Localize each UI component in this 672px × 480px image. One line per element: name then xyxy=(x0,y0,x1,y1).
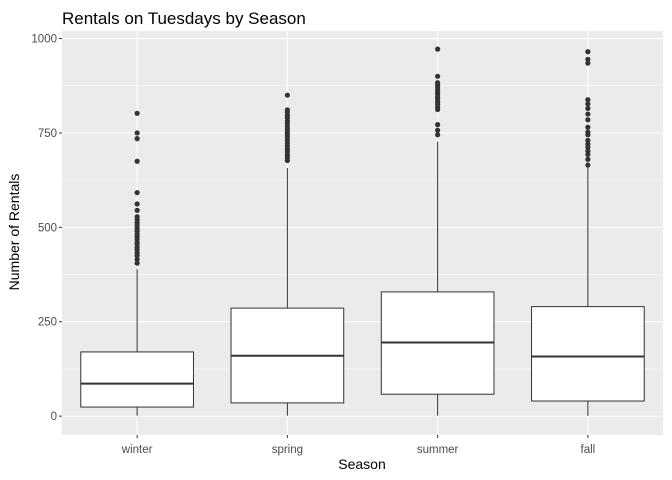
y-axis: 0 250 500 750 1000 xyxy=(31,34,62,423)
y-tick-label: 500 xyxy=(38,222,57,234)
box-series xyxy=(80,46,645,416)
outlier-point xyxy=(134,158,140,164)
outlier-point xyxy=(585,156,591,162)
outlier-point xyxy=(134,136,140,142)
outlier-point xyxy=(585,49,591,55)
outlier-point xyxy=(435,73,441,79)
outlier-point xyxy=(134,207,140,213)
x-tick-label: fall xyxy=(581,444,596,456)
outlier-point xyxy=(435,80,441,86)
y-tick-label: 750 xyxy=(38,128,57,140)
outlier-point xyxy=(585,141,591,147)
outlier-point xyxy=(134,260,140,266)
iqr-box xyxy=(80,351,194,408)
outlier-point xyxy=(585,105,591,112)
x-tick-label: summer xyxy=(417,444,459,456)
outlier-point xyxy=(435,122,441,128)
outlier-point xyxy=(585,124,591,130)
outlier-point xyxy=(284,92,290,98)
outlier-point xyxy=(134,190,140,196)
outlier-point xyxy=(585,56,591,62)
y-axis-title: Number of Rentals xyxy=(6,174,22,291)
outlier-point xyxy=(134,110,140,116)
x-tick-label: winter xyxy=(121,444,153,456)
outlier-point xyxy=(134,201,140,207)
y-tick-label: 0 xyxy=(51,411,57,423)
outlier-point xyxy=(134,130,140,136)
outlier-point xyxy=(435,132,441,138)
x-axis-title: Season xyxy=(338,456,385,472)
outlier-point xyxy=(435,127,441,133)
box-winter xyxy=(80,110,194,416)
chart-title: Rentals on Tuesdays by Season xyxy=(62,9,306,28)
outlier-point xyxy=(585,97,591,103)
y-tick-label: 1000 xyxy=(31,34,57,46)
outlier-point xyxy=(585,111,591,117)
box-summer xyxy=(380,46,495,416)
y-tick-label: 250 xyxy=(38,317,57,329)
outlier-point xyxy=(585,60,591,66)
outlier-point xyxy=(585,101,591,107)
outlier-point xyxy=(585,129,591,135)
x-axis: winter spring summer fall xyxy=(121,435,595,456)
outlier-point xyxy=(134,214,140,220)
box-spring xyxy=(230,92,345,416)
box-fall xyxy=(531,49,645,416)
outlier-point xyxy=(435,46,441,52)
outlier-point xyxy=(585,148,591,154)
outlier-point xyxy=(284,107,290,113)
outlier-point xyxy=(585,162,591,168)
x-tick-label: spring xyxy=(272,444,303,456)
outlier-point xyxy=(585,137,591,144)
outlier-point xyxy=(585,117,591,123)
outlier-point xyxy=(134,256,140,263)
iqr-box xyxy=(531,306,645,402)
